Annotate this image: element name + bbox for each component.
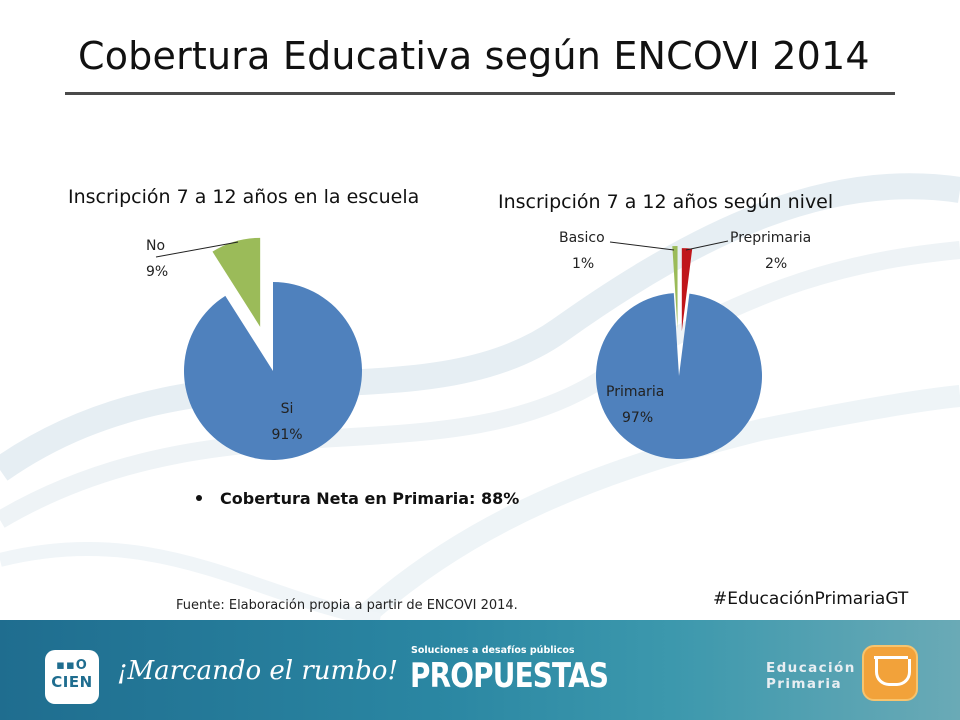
cien-logo: ▪▪O CIEN bbox=[45, 650, 99, 704]
educacion-primaria-badge-icon bbox=[862, 645, 918, 701]
basico-leader-line bbox=[609, 241, 675, 251]
propuestas-subtitle: Soluciones a desafíos públicos bbox=[411, 645, 575, 656]
label-primaria: Primaria bbox=[606, 384, 664, 400]
value-si: 91% bbox=[271, 427, 302, 443]
chart2-pie: Basico 1% Preprimaria 2% Primaria 97% bbox=[559, 230, 811, 459]
page-title: Cobertura Educativa según ENCOVI 2014 bbox=[78, 34, 870, 78]
pie-slice-si bbox=[184, 282, 363, 461]
label-preprimaria: Preprimaria bbox=[730, 230, 811, 246]
chart1-pie: No 9% Si 91% bbox=[146, 237, 363, 461]
value-no: 9% bbox=[146, 264, 168, 280]
propuestas-logo: PROPUESTAS bbox=[410, 656, 609, 696]
chart1-title: Inscripción 7 a 12 años en la escuela bbox=[68, 186, 420, 208]
pie-slice-preprimaria bbox=[681, 248, 693, 332]
pie-slice-basico bbox=[672, 246, 678, 330]
no-leader-line bbox=[155, 241, 239, 258]
label-si: Si bbox=[281, 401, 294, 417]
value-primaria: 97% bbox=[622, 410, 653, 426]
edu-line1: Educación bbox=[766, 660, 856, 676]
bullet-net-coverage: Cobertura Neta en Primaria: 88% bbox=[196, 489, 519, 508]
bullet-text: Cobertura Neta en Primaria: 88% bbox=[220, 489, 520, 508]
label-no: No bbox=[146, 238, 165, 254]
footer-bar: ▪▪O CIEN ¡Marcando el rumbo! Soluciones … bbox=[0, 620, 960, 720]
pie-slice-no bbox=[212, 237, 261, 327]
pie-slice-primaria bbox=[596, 293, 763, 459]
cien-logo-text: CIEN bbox=[51, 673, 93, 691]
chart2-title: Inscripción 7 a 12 años según nivel bbox=[498, 191, 834, 213]
cien-logo-top: ▪▪O bbox=[56, 658, 88, 673]
bullet-dot bbox=[196, 494, 202, 501]
edu-line2: Primaria bbox=[766, 676, 842, 692]
title-divider bbox=[65, 92, 895, 95]
source-note: Fuente: Elaboración propia a partir de E… bbox=[176, 598, 518, 613]
value-basico: 1% bbox=[572, 256, 594, 272]
slogan: ¡Marcando el rumbo! bbox=[117, 656, 398, 686]
label-basico: Basico bbox=[559, 230, 605, 246]
educacion-primaria-label: Educación Primaria bbox=[766, 660, 856, 692]
hashtag: #EducaciónPrimariaGT bbox=[713, 589, 909, 609]
preprimaria-leader-line bbox=[685, 240, 729, 251]
value-preprimaria: 2% bbox=[765, 256, 787, 272]
